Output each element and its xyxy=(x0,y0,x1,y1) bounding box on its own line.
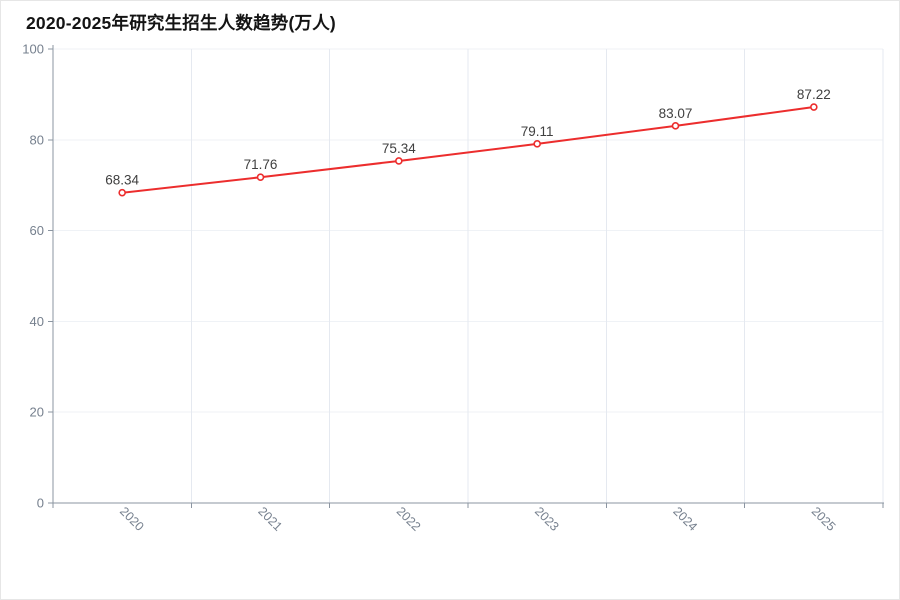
data-point-2025[interactable] xyxy=(810,103,818,111)
data-point-2022[interactable] xyxy=(395,157,403,165)
data-label: 83.07 xyxy=(659,106,693,121)
data-point-2024[interactable] xyxy=(671,122,680,130)
data-point-2021[interactable] xyxy=(256,173,265,182)
data-label: 79.11 xyxy=(521,124,554,139)
y-tick-label: 60 xyxy=(30,223,44,238)
x-tick-label: 2024 xyxy=(670,504,700,534)
y-tick-label: 40 xyxy=(30,314,44,329)
chart-title: 2020-2025年研究生招生人数趋势(万人) xyxy=(26,13,336,33)
data-label: 68.34 xyxy=(105,173,139,188)
series-line xyxy=(122,106,814,194)
data-point-2020[interactable] xyxy=(118,188,126,197)
y-tick-label: 20 xyxy=(30,405,44,420)
x-tick-label: 2020 xyxy=(117,504,147,534)
y-tick-label: 80 xyxy=(30,132,44,147)
y-tick-label: 0 xyxy=(37,496,44,511)
x-tick-label: 2021 xyxy=(255,504,285,534)
y-tick-label: 100 xyxy=(22,42,44,57)
x-tick-label: 2022 xyxy=(394,504,424,534)
data-label: 75.34 xyxy=(382,141,416,156)
data-label: 71.76 xyxy=(244,157,278,172)
x-tick-label: 2023 xyxy=(532,504,562,534)
data-label: 87.22 xyxy=(797,87,831,102)
data-point-2023[interactable] xyxy=(533,140,541,148)
x-tick-label: 2025 xyxy=(809,504,839,534)
